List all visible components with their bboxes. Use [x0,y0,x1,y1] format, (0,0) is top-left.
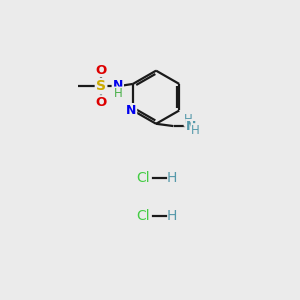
Text: Cl: Cl [136,171,150,185]
Text: O: O [95,64,107,76]
Text: N: N [186,120,196,133]
Text: H: H [114,87,123,100]
Text: H: H [167,209,177,223]
Text: N: N [112,79,123,92]
Text: O: O [95,96,107,109]
Text: N: N [126,104,136,117]
Text: H: H [191,124,200,137]
Text: S: S [96,79,106,93]
Text: H: H [184,113,193,126]
Text: H: H [167,171,177,185]
Text: Cl: Cl [136,209,150,223]
